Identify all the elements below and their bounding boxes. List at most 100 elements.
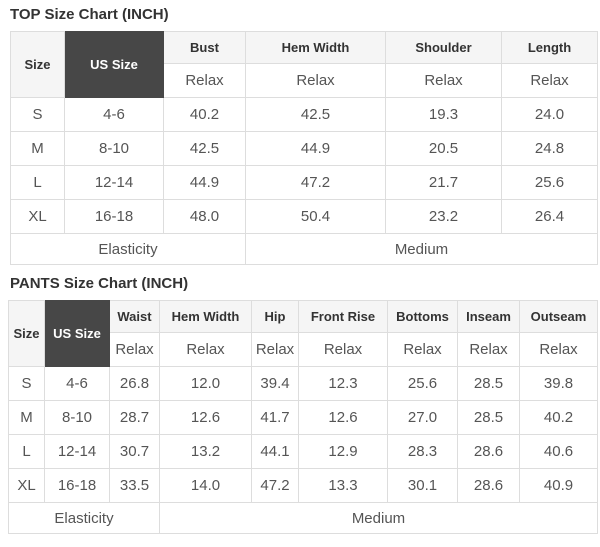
top-header-row: Size US Size Bust Hem Width Shoulder Len… (10, 31, 598, 98)
table-row: L 12-14 30.7 13.2 44.1 12.9 28.3 28.6 40… (8, 434, 598, 469)
pants-header-hip: Hip (251, 300, 299, 333)
table-row: XL 16-18 33.5 14.0 47.2 13.3 30.1 28.6 4… (8, 468, 598, 503)
pants-fit-waist: Relax (109, 332, 160, 367)
cell-us-size: 16-18 (44, 468, 110, 503)
cell-front-rise: 13.3 (298, 468, 388, 503)
cell-hip: 41.7 (251, 400, 299, 435)
cell-hem-width: 14.0 (159, 468, 252, 503)
pants-header-hem-width: Hem Width (159, 300, 252, 333)
cell-waist: 28.7 (109, 400, 160, 435)
cell-front-rise: 12.6 (298, 400, 388, 435)
cell-shoulder: 23.2 (385, 199, 502, 234)
top-header-bust: Bust (163, 31, 246, 64)
cell-hem-width: 47.2 (245, 165, 386, 200)
cell-inseam: 28.5 (457, 366, 520, 401)
cell-us-size: 8-10 (64, 131, 164, 166)
cell-outseam: 40.2 (519, 400, 598, 435)
top-header-us-size: US Size (64, 31, 164, 98)
pants-header-us-size: US Size (44, 300, 110, 367)
cell-outseam: 39.8 (519, 366, 598, 401)
cell-shoulder: 21.7 (385, 165, 502, 200)
cell-bottoms: 28.3 (387, 434, 458, 469)
pants-fit-hem-width: Relax (159, 332, 252, 367)
cell-size: XL (10, 199, 65, 234)
cell-bust: 44.9 (163, 165, 246, 200)
top-fit-shoulder: Relax (385, 63, 502, 98)
cell-hem-width: 44.9 (245, 131, 386, 166)
cell-outseam: 40.9 (519, 468, 598, 503)
cell-bust: 42.5 (163, 131, 246, 166)
cell-inseam: 28.5 (457, 400, 520, 435)
elasticity-value: Medium (245, 233, 598, 265)
cell-length: 25.6 (501, 165, 598, 200)
cell-bottoms: 30.1 (387, 468, 458, 503)
cell-size: XL (8, 468, 45, 503)
table-row: S 4-6 40.2 42.5 19.3 24.0 (10, 97, 598, 132)
cell-inseam: 28.6 (457, 434, 520, 469)
cell-bottoms: 25.6 (387, 366, 458, 401)
elasticity-label: Elasticity (8, 502, 160, 534)
pants-header-waist: Waist (109, 300, 160, 333)
top-header-shoulder: Shoulder (385, 31, 502, 64)
cell-outseam: 40.6 (519, 434, 598, 469)
cell-size: M (10, 131, 65, 166)
cell-shoulder: 19.3 (385, 97, 502, 132)
top-header-size: Size (10, 31, 65, 98)
cell-size: S (10, 97, 65, 132)
table-row: M 8-10 42.5 44.9 20.5 24.8 (10, 131, 598, 166)
cell-size: M (8, 400, 45, 435)
pants-fit-outseam: Relax (519, 332, 598, 367)
top-size-chart-table: Size US Size Bust Hem Width Shoulder Len… (10, 31, 598, 265)
cell-inseam: 28.6 (457, 468, 520, 503)
cell-us-size: 12-14 (44, 434, 110, 469)
cell-hem-width: 13.2 (159, 434, 252, 469)
top-header-hem-width: Hem Width (245, 31, 386, 64)
table-row: M 8-10 28.7 12.6 41.7 12.6 27.0 28.5 40.… (8, 400, 598, 435)
pants-header-front-rise: Front Rise (298, 300, 388, 333)
cell-hip: 44.1 (251, 434, 299, 469)
top-fit-hem-width: Relax (245, 63, 386, 98)
cell-us-size: 16-18 (64, 199, 164, 234)
top-elasticity-row: Elasticity Medium (10, 233, 598, 265)
cell-size: L (10, 165, 65, 200)
top-header-length: Length (501, 31, 598, 64)
pants-fit-front-rise: Relax (298, 332, 388, 367)
pants-header-inseam: Inseam (457, 300, 520, 333)
pants-fit-hip: Relax (251, 332, 299, 367)
cell-bust: 40.2 (163, 97, 246, 132)
elasticity-label: Elasticity (10, 233, 246, 265)
elasticity-value: Medium (159, 502, 598, 534)
cell-hem-width: 12.0 (159, 366, 252, 401)
cell-hem-width: 50.4 (245, 199, 386, 234)
cell-bottoms: 27.0 (387, 400, 458, 435)
cell-size: S (8, 366, 45, 401)
top-chart-title: TOP Size Chart (INCH) (10, 6, 169, 23)
cell-front-rise: 12.3 (298, 366, 388, 401)
cell-length: 24.8 (501, 131, 598, 166)
cell-waist: 30.7 (109, 434, 160, 469)
top-fit-length: Relax (501, 63, 598, 98)
cell-waist: 26.8 (109, 366, 160, 401)
pants-fit-inseam: Relax (457, 332, 520, 367)
pants-header-outseam: Outseam (519, 300, 598, 333)
cell-hip: 47.2 (251, 468, 299, 503)
pants-fit-bottoms: Relax (387, 332, 458, 367)
cell-hem-width: 42.5 (245, 97, 386, 132)
table-row: S 4-6 26.8 12.0 39.4 12.3 25.6 28.5 39.8 (8, 366, 598, 401)
cell-bust: 48.0 (163, 199, 246, 234)
pants-elasticity-row: Elasticity Medium (8, 502, 598, 534)
cell-us-size: 8-10 (44, 400, 110, 435)
cell-hem-width: 12.6 (159, 400, 252, 435)
pants-fit-row: Relax Relax Relax Relax Relax Relax Rela… (9, 332, 598, 367)
cell-length: 24.0 (501, 97, 598, 132)
cell-waist: 33.5 (109, 468, 160, 503)
top-fit-row: Relax Relax Relax Relax (11, 63, 598, 98)
cell-length: 26.4 (501, 199, 598, 234)
pants-size-chart-table: Size US Size Waist Hem Width Hip Front R… (8, 300, 598, 534)
cell-hip: 39.4 (251, 366, 299, 401)
top-fit-bust: Relax (163, 63, 246, 98)
cell-us-size: 4-6 (44, 366, 110, 401)
pants-chart-title: PANTS Size Chart (INCH) (10, 275, 189, 292)
pants-header-row: Size US Size Waist Hem Width Hip Front R… (8, 300, 598, 367)
